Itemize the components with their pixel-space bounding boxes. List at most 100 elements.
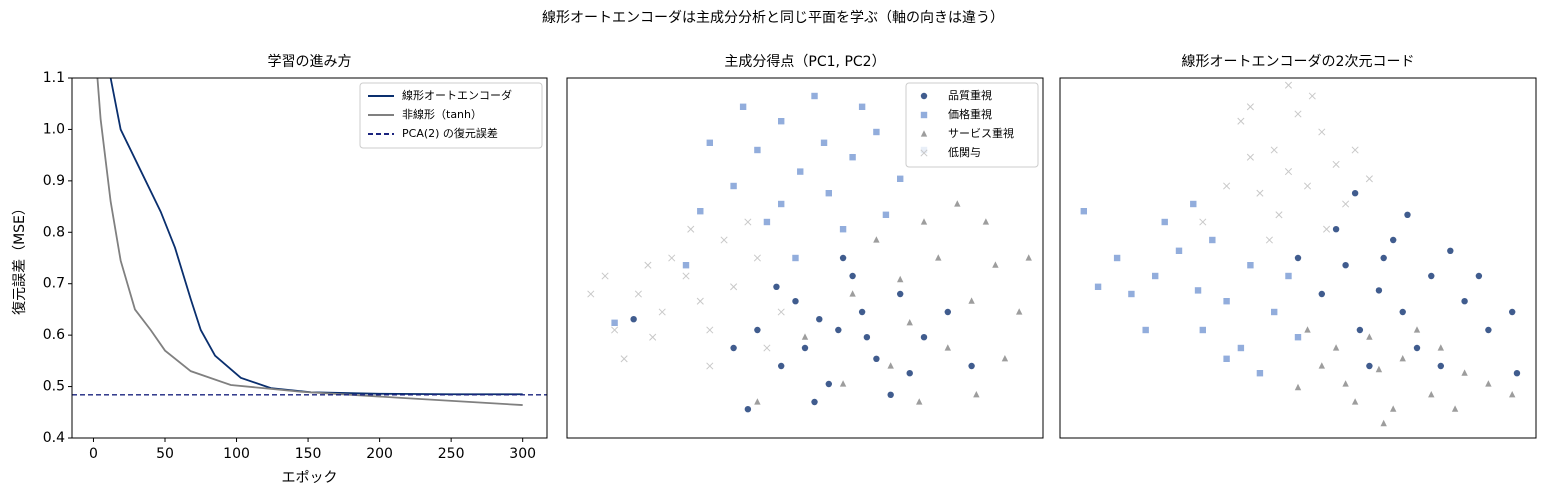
plot-frame: [71, 77, 548, 439]
point: [944, 344, 951, 351]
point: [1437, 362, 1445, 370]
point: [611, 326, 619, 334]
point: [1161, 218, 1168, 226]
point: [1428, 272, 1435, 280]
point: [1351, 398, 1359, 405]
point: [1308, 92, 1316, 100]
point: [992, 261, 999, 268]
point: [744, 218, 752, 226]
x-tick-label: 150: [295, 446, 322, 462]
point: [630, 316, 637, 323]
point: [1380, 254, 1387, 262]
x-axis-label: エポック: [282, 470, 338, 486]
point: [816, 316, 823, 323]
legend-label: 線形オートエンコーダ: [402, 88, 512, 102]
point: [1237, 117, 1245, 125]
point: [696, 297, 704, 305]
point: [825, 190, 832, 197]
point: [982, 218, 990, 225]
y-tick-label: 0.9: [43, 173, 65, 189]
point: [611, 319, 618, 326]
line-series: [96, 78, 523, 406]
point: [1509, 308, 1516, 316]
point: [839, 226, 847, 233]
legend-label: サービス重視: [948, 126, 1014, 140]
y-tick-label: 0.4: [43, 430, 65, 446]
legend-label: 品質重視: [948, 88, 992, 102]
point: [1461, 369, 1468, 376]
point: [1428, 391, 1435, 398]
x-tick-label: 50: [156, 446, 174, 462]
point: [706, 362, 714, 370]
point: [1247, 262, 1254, 269]
point: [744, 406, 752, 413]
x-tick-label: 100: [223, 446, 250, 462]
point: [730, 182, 737, 190]
y-tick-label: 1.1: [43, 70, 65, 86]
point: [730, 344, 737, 352]
point: [687, 225, 695, 233]
point: [849, 154, 856, 161]
point: [1246, 103, 1254, 111]
point: [1365, 175, 1373, 183]
point: [706, 139, 713, 146]
point: [754, 146, 761, 154]
point: [753, 254, 761, 262]
point: [1485, 380, 1492, 387]
point: [1413, 326, 1421, 333]
point: [1223, 298, 1230, 305]
point: [906, 319, 913, 326]
legend-swatch: [920, 130, 928, 137]
point: [1294, 110, 1302, 118]
point: [1175, 247, 1183, 254]
point: [778, 200, 785, 208]
point: [792, 254, 799, 262]
legend-label: 低関与: [948, 146, 981, 159]
point: [916, 398, 923, 405]
point: [1080, 208, 1087, 215]
point: [730, 283, 738, 291]
point: [873, 355, 880, 362]
point: [1390, 405, 1397, 412]
point: [1142, 326, 1149, 334]
point: [1323, 225, 1331, 233]
point: [697, 208, 704, 215]
point: [1513, 370, 1521, 377]
point: [1199, 218, 1207, 226]
point: [644, 261, 652, 269]
point: [873, 236, 880, 243]
point: [1265, 236, 1273, 244]
point: [1256, 370, 1264, 377]
legend-swatch: [920, 111, 928, 119]
point: [601, 272, 609, 280]
point: [1351, 190, 1359, 197]
point: [920, 218, 928, 225]
point: [739, 103, 747, 110]
point: [1294, 383, 1302, 391]
point: [839, 254, 847, 262]
point: [835, 326, 842, 334]
point: [1366, 362, 1373, 370]
point: [1356, 326, 1364, 334]
point: [1303, 182, 1312, 190]
point: [1294, 334, 1302, 341]
point: [1375, 365, 1383, 373]
point: [1284, 168, 1293, 176]
point: [887, 362, 894, 369]
point: [1390, 236, 1397, 244]
point: [1285, 272, 1292, 280]
point: [1237, 344, 1245, 352]
point: [1404, 211, 1411, 218]
y-tick-label: 1.0: [43, 121, 65, 137]
point: [968, 297, 975, 304]
point: [720, 236, 728, 244]
point: [1199, 326, 1206, 334]
point: [882, 211, 890, 218]
point: [858, 103, 866, 110]
point: [1342, 262, 1349, 269]
x-tick-label: 250: [438, 446, 465, 462]
point: [1318, 128, 1326, 136]
point: [811, 92, 818, 100]
point: [587, 290, 595, 298]
